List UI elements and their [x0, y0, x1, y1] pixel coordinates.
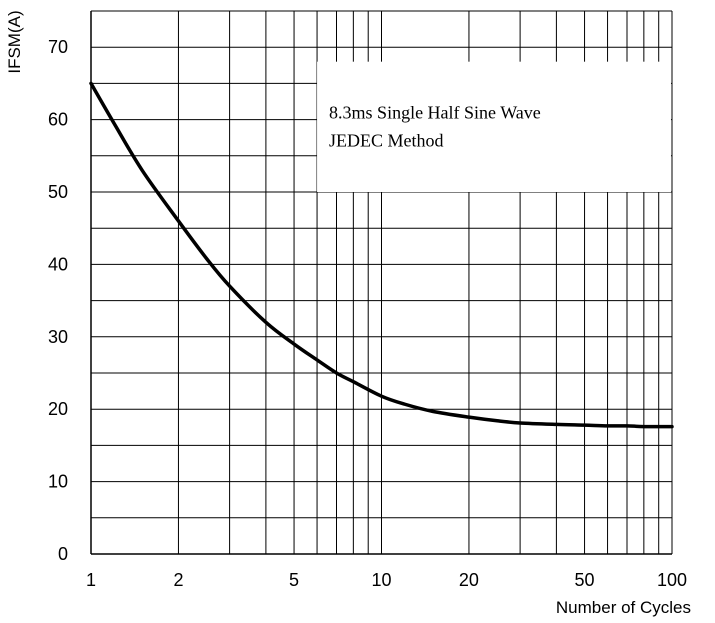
annotation-line-2: JEDEC Method [329, 131, 444, 151]
x-tick-label: 2 [173, 570, 183, 590]
x-tick-label: 10 [371, 570, 391, 590]
y-axis-label: IFSM(A) [5, 10, 24, 73]
tick-labels: 0 10 20 30 40 50 60 70 1 2 5 10 20 50 100 [48, 37, 687, 590]
x-tick-label: 5 [289, 570, 299, 590]
plot-frame [90, 10, 673, 555]
y-tick-label: 40 [48, 254, 68, 274]
x-tick-label: 50 [575, 570, 595, 590]
annotation-line-1: 8.3ms Single Half Sine Wave [329, 103, 541, 123]
y-tick-label: 70 [48, 37, 68, 57]
y-tick-label: 60 [48, 110, 68, 130]
x-tick-label: 100 [657, 570, 687, 590]
y-tick-label: 0 [58, 544, 68, 564]
y-tick-label: 30 [48, 327, 68, 347]
annotation-box: 8.3ms Single Half Sine Wave JEDEC Method [317, 61, 671, 193]
x-tick-label: 1 [86, 570, 96, 590]
series [89, 81, 674, 429]
x-tick-label: 20 [459, 570, 479, 590]
series-line [89, 81, 674, 429]
annotation-background [317, 61, 671, 193]
x-axis-label: Number of Cycles [556, 598, 691, 617]
y-tick-label: 20 [48, 399, 68, 419]
y-tick-label: 50 [48, 182, 68, 202]
y-tick-label: 10 [48, 472, 68, 492]
